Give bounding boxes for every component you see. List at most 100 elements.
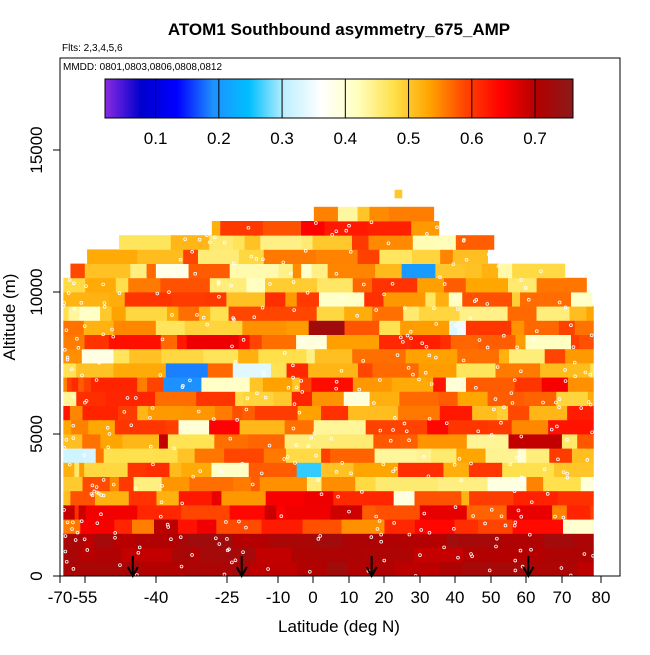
sample-marker — [89, 492, 94, 496]
sample-marker — [61, 304, 66, 308]
heatmap-cell — [365, 419, 380, 435]
sample-marker — [261, 370, 266, 375]
sample-marker — [71, 394, 75, 399]
sample-marker — [589, 333, 594, 338]
heatmap-cell — [543, 533, 574, 548]
heatmap-cell — [372, 306, 404, 321]
heatmap-cell — [113, 348, 130, 364]
sample-marker — [137, 545, 142, 550]
heatmap-cell — [95, 547, 122, 563]
sample-marker — [316, 478, 320, 482]
sample-marker — [489, 508, 494, 512]
heatmap-cell — [209, 277, 247, 293]
heatmap-cell — [553, 462, 594, 477]
heatmap-cell — [167, 434, 215, 449]
heatmap-cell — [82, 405, 119, 421]
sample-marker — [70, 367, 74, 371]
heatmap-cell — [261, 519, 303, 534]
heatmap-cell — [326, 561, 348, 577]
sample-marker — [201, 315, 206, 320]
sample-marker — [339, 368, 344, 373]
sample-marker — [336, 494, 340, 499]
sample-marker — [246, 225, 251, 230]
heatmap-cell — [419, 505, 468, 520]
heatmap-cell — [435, 263, 465, 279]
sample-marker — [582, 552, 587, 556]
sample-marker — [266, 567, 270, 571]
heatmap-cell — [262, 221, 302, 236]
sample-marker — [62, 446, 67, 450]
heatmap-cell — [285, 505, 331, 520]
heatmap-cell — [465, 277, 509, 293]
heatmap-cell — [351, 235, 369, 250]
sample-marker — [267, 443, 272, 448]
heatmap-cell — [469, 490, 515, 506]
flights-subtitle: Flts: 2,3,4,5,6 — [62, 43, 123, 54]
heatmap-cell — [63, 519, 75, 534]
heatmap-cell — [63, 547, 79, 563]
heatmap-cell — [127, 462, 147, 477]
sample-marker — [399, 335, 403, 340]
sample-marker — [314, 453, 318, 458]
heatmap-cell — [63, 405, 71, 421]
sample-marker — [122, 410, 127, 414]
heatmap-cell — [431, 448, 457, 463]
heatmap-cell — [362, 490, 395, 506]
sample-marker — [409, 336, 413, 341]
heatmap-cell — [444, 277, 467, 293]
sample-marker — [462, 237, 466, 242]
heatmap-cell — [344, 320, 380, 335]
sample-marker — [232, 261, 236, 266]
sample-marker — [214, 536, 218, 541]
sample-marker — [63, 549, 68, 554]
heatmap-cell — [448, 419, 489, 435]
sample-marker — [424, 344, 429, 349]
sample-marker — [334, 470, 339, 474]
heatmap-cell — [238, 348, 259, 364]
sample-marker — [241, 550, 245, 554]
heatmap-cell — [115, 277, 129, 293]
sample-marker — [528, 532, 532, 537]
sample-marker — [419, 528, 424, 532]
x-tick-label: -25 — [215, 588, 240, 607]
heatmap-cell — [561, 434, 578, 449]
heatmap-cell — [308, 363, 359, 378]
sample-marker — [190, 553, 194, 557]
sample-marker — [444, 421, 449, 425]
sample-marker — [159, 514, 163, 519]
heatmap-cell — [83, 320, 115, 335]
heatmap-cell — [238, 334, 251, 350]
heatmap-cell — [425, 292, 436, 307]
sample-marker — [499, 420, 503, 425]
heatmap-cell — [440, 249, 454, 264]
sample-marker — [97, 360, 102, 365]
sample-marker — [452, 527, 456, 531]
sample-marker — [382, 558, 387, 563]
heatmap-cell — [478, 334, 516, 350]
x-tick-label: 50 — [482, 588, 501, 607]
heatmap-cell — [463, 547, 501, 563]
heatmap-cell — [254, 405, 299, 421]
heatmap-cell — [569, 306, 587, 321]
sample-marker — [84, 399, 89, 403]
sample-marker — [217, 542, 222, 546]
sample-marker — [513, 568, 518, 573]
sample-marker — [170, 313, 174, 317]
sample-marker — [183, 237, 187, 241]
sample-marker — [379, 532, 383, 537]
x-tick-label: 10 — [340, 588, 359, 607]
heatmap-cell — [84, 462, 129, 477]
heatmap-cell — [574, 320, 594, 335]
heatmap-cell — [343, 391, 371, 406]
sample-marker — [279, 514, 284, 519]
heatmap-cell — [76, 363, 114, 378]
y-axis-label: Altitude (m) — [0, 274, 19, 361]
sample-marker — [67, 462, 72, 467]
heatmap-cell — [557, 490, 594, 506]
sample-marker — [381, 462, 386, 467]
heatmap-cell — [285, 320, 310, 335]
heatmap-cell — [459, 533, 500, 548]
sample-marker — [134, 486, 138, 491]
heatmap-cell — [437, 235, 457, 250]
